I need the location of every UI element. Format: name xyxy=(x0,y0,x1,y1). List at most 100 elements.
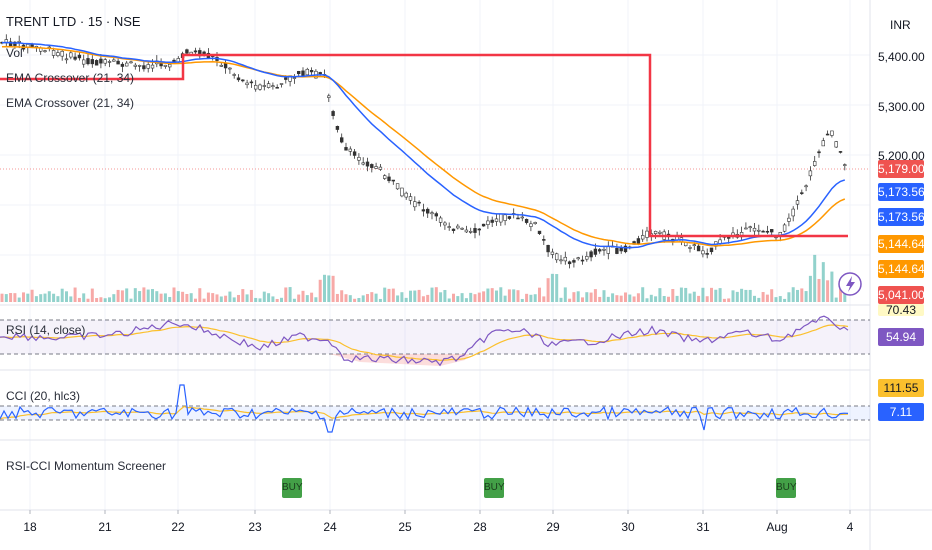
candle-body xyxy=(17,40,21,43)
volume-bar xyxy=(490,288,494,302)
volume-bar xyxy=(22,292,25,302)
candle-body xyxy=(477,228,481,231)
volume-bar xyxy=(185,293,189,302)
cci-label[interactable]: CCI (20, hlc3) xyxy=(6,389,81,403)
volume-bar xyxy=(237,294,240,302)
candle-body xyxy=(168,64,172,68)
volume-bar xyxy=(262,291,266,302)
candle-body xyxy=(838,151,843,153)
candle-body xyxy=(817,151,821,154)
volume-bar xyxy=(396,295,400,302)
volume-bar xyxy=(90,288,94,302)
volume-bar xyxy=(310,292,314,302)
volume-bar xyxy=(843,291,847,302)
candle-body xyxy=(374,166,378,169)
volume-bar xyxy=(606,296,610,302)
volume-bar xyxy=(770,289,774,302)
volume-bar xyxy=(667,296,670,302)
volume-bar xyxy=(146,289,150,302)
volume-bar xyxy=(288,287,292,302)
volume-bar xyxy=(722,298,726,302)
volume-bar xyxy=(563,287,567,302)
volume-bar xyxy=(783,298,787,302)
symbol-title[interactable]: TRENT LTD · 15 · NSE xyxy=(6,14,141,29)
candle-body xyxy=(236,77,241,81)
candle-body xyxy=(370,164,374,168)
candle-body xyxy=(830,130,834,136)
volume-bar xyxy=(555,274,559,302)
candle-body xyxy=(335,125,340,130)
rsi-label[interactable]: RSI (14, close) xyxy=(6,323,86,337)
buy-signal: BUY xyxy=(484,478,505,498)
volume-bar xyxy=(357,297,361,302)
candle-body xyxy=(434,213,438,217)
buy-signal: BUY xyxy=(282,478,303,498)
candle-body xyxy=(653,230,658,234)
candle-body xyxy=(533,222,537,224)
candle-body xyxy=(99,58,103,64)
volume-bar xyxy=(598,296,602,302)
volume-bar xyxy=(581,297,584,302)
volume-bar xyxy=(232,297,236,302)
candle-body xyxy=(507,216,512,219)
lightning-icon[interactable] xyxy=(838,272,862,296)
screener-label[interactable]: RSI-CCI Momentum Screener xyxy=(6,459,167,473)
x-axis-label: 30 xyxy=(621,520,635,534)
volume-bar xyxy=(503,295,507,302)
volume-bar xyxy=(65,291,68,302)
candle-body xyxy=(456,225,460,229)
volume-bar xyxy=(400,292,404,302)
volume-bar xyxy=(292,298,296,302)
volume-bar xyxy=(550,273,554,302)
volume-bar xyxy=(796,289,799,302)
volume-bar xyxy=(30,289,34,302)
ema-label-1[interactable]: EMA Crossover (21, 34) xyxy=(6,71,135,85)
volume-bar xyxy=(662,296,666,302)
volume-bar xyxy=(787,292,791,302)
candle-body xyxy=(146,64,150,69)
candle-body xyxy=(645,230,649,238)
candle-body xyxy=(142,65,146,70)
volume-bar xyxy=(409,290,412,302)
rsi-band xyxy=(0,320,870,354)
candle-body xyxy=(606,245,611,254)
candle-body xyxy=(344,147,348,151)
candle-body xyxy=(305,68,309,76)
candle-body xyxy=(90,59,95,65)
volume-bar xyxy=(688,293,692,302)
volume-bar xyxy=(615,295,619,302)
volume-bar xyxy=(443,289,447,302)
volume-bar xyxy=(159,293,163,302)
candle-body xyxy=(82,59,86,65)
candle-body xyxy=(576,257,580,260)
volume-bar xyxy=(817,278,821,302)
price-tag-last: 5,179.00 xyxy=(878,160,925,178)
volume-bars xyxy=(0,254,847,302)
candle-body xyxy=(8,41,13,47)
volume-bar xyxy=(731,290,735,302)
currency-label[interactable]: INR xyxy=(890,18,911,32)
candle-body xyxy=(554,253,559,261)
volume-bar xyxy=(344,294,348,302)
volume-bar xyxy=(697,295,701,302)
volume-bar xyxy=(765,294,769,302)
candle-body xyxy=(56,52,60,57)
candle-body xyxy=(438,217,443,223)
volume-bar xyxy=(103,298,107,302)
volume-bar xyxy=(469,292,473,302)
vol-label[interactable]: Vol xyxy=(6,46,23,60)
volume-bar xyxy=(348,295,352,302)
volume-bar xyxy=(86,298,90,302)
volume-bar xyxy=(305,295,309,302)
volume-bar xyxy=(761,292,765,302)
candle-body xyxy=(787,217,791,222)
candle-body xyxy=(486,220,490,225)
volume-bar xyxy=(628,294,632,302)
ema-label-2[interactable]: EMA Crossover (21, 34) xyxy=(6,96,135,110)
volume-bar xyxy=(331,275,335,302)
candle-body xyxy=(765,230,770,233)
volume-bar xyxy=(589,292,593,302)
volume-bar xyxy=(39,294,43,302)
candle-body xyxy=(77,54,82,59)
